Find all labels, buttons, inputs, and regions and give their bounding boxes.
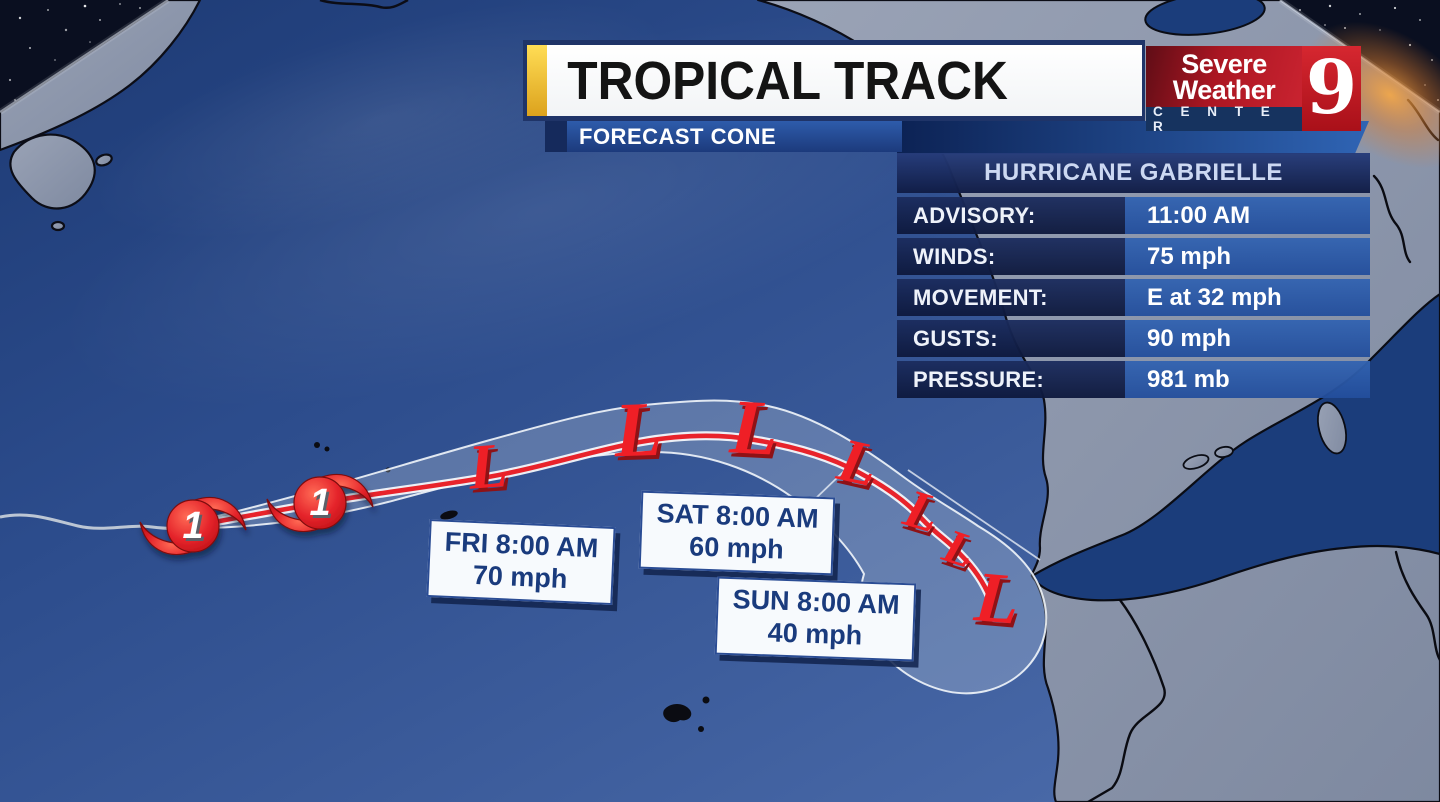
row-label: PRESSURE: — [897, 361, 1125, 398]
logo-wordmark: Severe Weather — [1146, 46, 1302, 107]
subtitle-banner-cap — [545, 121, 567, 152]
land-north-america — [0, 0, 202, 232]
forecast-label-sun: SUN 8:00 AM 40 mph — [714, 576, 917, 662]
row-label: GUSTS: — [897, 320, 1125, 357]
logo-line2: Weather — [1172, 74, 1276, 105]
category-number: 1 — [309, 482, 330, 524]
title-banner: TROPICAL TRACK — [547, 45, 1142, 116]
subtitle-text: FORECAST CONE — [579, 123, 777, 149]
cone-section-lines — [813, 447, 1041, 561]
row-label: WINDS: — [897, 238, 1125, 275]
title-banner-accent-bar — [527, 45, 547, 116]
logo-line1: Severe — [1181, 48, 1267, 79]
hurricane-symbol-1: 1 1 — [139, 496, 247, 556]
channel-sea — [1144, 0, 1266, 36]
storm-info-panel: HURRICANE GABRIELLE ADVISORY: 11:00 AM W… — [897, 153, 1370, 398]
forecast-wind: 40 mph — [767, 617, 863, 651]
logo-center-strip: C E N T E R — [1146, 104, 1302, 134]
forecast-time: SAT 8:00 AM — [656, 498, 820, 534]
row-value: E at 32 mph — [1125, 279, 1370, 316]
row-value: 981 mb — [1125, 361, 1370, 398]
page-title: TROPICAL TRACK — [567, 50, 1008, 111]
forecast-time: SUN 8:00 AM — [732, 584, 901, 620]
table-row: PRESSURE: 981 mb — [897, 361, 1370, 398]
channel-number: 9 — [1305, 45, 1358, 131]
channel-9-badge: 9 — [1302, 46, 1361, 131]
row-value: 90 mph — [1125, 320, 1370, 357]
table-row: MOVEMENT: E at 32 mph — [897, 279, 1370, 316]
mediterranean-sea — [1030, 292, 1440, 602]
low-marker-shadow: L — [973, 560, 1025, 644]
row-value: 75 mph — [1125, 238, 1370, 275]
forecast-cone — [195, 399, 1048, 695]
forecast-wind: 70 mph — [472, 559, 568, 594]
mediterranean-islands — [1182, 401, 1347, 470]
category-number: 1 — [182, 505, 203, 547]
hurricane-symbol-2: 1 1 — [266, 473, 374, 533]
forecast-label-sat: SAT 8:00 AM 60 mph — [638, 490, 836, 576]
logo-line3: C E N T E R — [1153, 104, 1277, 134]
row-label: MOVEMENT: — [897, 279, 1125, 316]
category-number-shadow: 1 — [185, 508, 206, 550]
table-row: ADVISORY: 11:00 AM — [897, 197, 1370, 234]
subtitle-banner: FORECAST CONE — [545, 121, 902, 152]
forecast-wind: 60 mph — [688, 531, 785, 565]
category-number-shadow: 1 — [312, 485, 333, 527]
low-marker-shadow: L — [468, 433, 513, 507]
table-row: WINDS: 75 mph — [897, 238, 1370, 275]
severe-weather-center-9-logo: Severe Weather C E N T E R 9 — [1146, 46, 1361, 134]
coastline-fragment — [319, 0, 409, 9]
row-label: ADVISORY: — [897, 197, 1125, 234]
low-marker: L — [727, 382, 780, 471]
table-row: GUSTS: 90 mph — [897, 320, 1370, 357]
forecast-time: FRI 8:00 AM — [444, 526, 599, 564]
forecast-label-fri: FRI 8:00 AM 70 mph — [426, 518, 616, 605]
low-marker: L — [971, 556, 1023, 640]
low-marker: L — [465, 429, 510, 503]
space-top-left — [0, 0, 170, 115]
storm-name-header: HURRICANE GABRIELLE — [897, 153, 1370, 193]
row-value: 11:00 AM — [1125, 197, 1370, 234]
low-marker-shadow: L — [615, 389, 667, 478]
low-marker-shadow: L — [730, 386, 783, 475]
low-marker: L — [612, 385, 664, 474]
